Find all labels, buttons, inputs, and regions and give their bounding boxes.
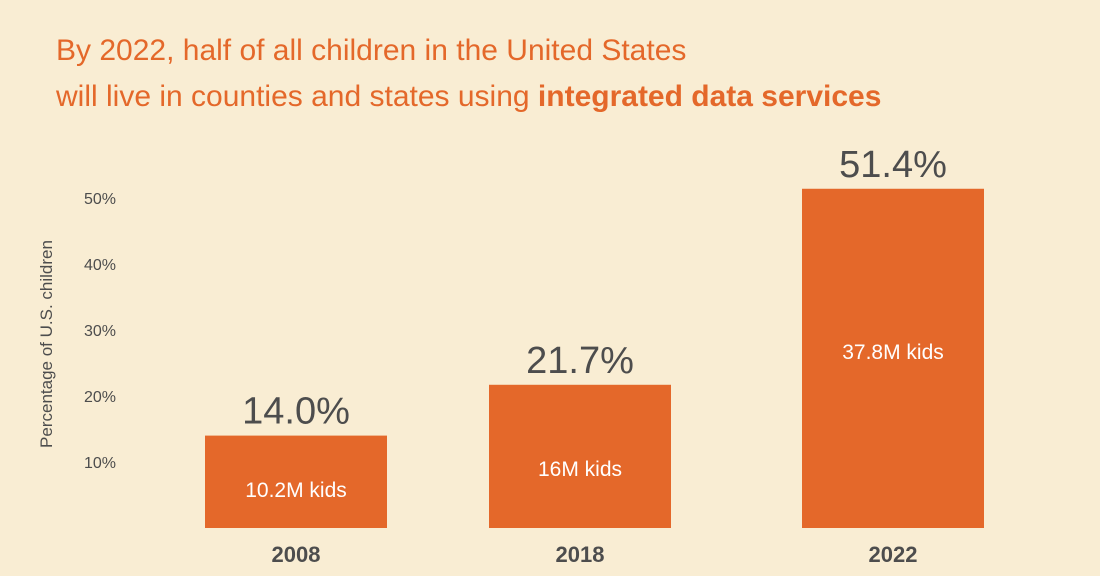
bar-inner-label: 37.8M kids <box>842 341 944 364</box>
bar-inner-label: 10.2M kids <box>245 479 347 502</box>
bar-2018 <box>489 384 671 528</box>
bar-value-label: 51.4% <box>839 144 947 186</box>
bar-value-label: 14.0% <box>242 391 350 433</box>
title-line-2-prefix: will live in counties and states using <box>56 80 538 113</box>
x-category-label: 2022 <box>869 542 918 567</box>
bars-group: 14.0% 10.2M kids 2008 21.7% 16M kids 2018 51.4… <box>205 144 984 567</box>
y-tick-label: 50% <box>84 191 116 208</box>
bar-inner-label: 16M kids <box>538 458 622 481</box>
y-tick-label: 10% <box>84 455 116 472</box>
y-tick-label: 30% <box>84 323 116 340</box>
bar-2008 <box>205 435 387 528</box>
y-axis-ticks: 10% 20% 30% 40% 50% <box>84 191 116 472</box>
x-category-label: 2008 <box>272 542 321 567</box>
title-line-2-bold: integrated data services <box>537 80 882 113</box>
y-tick-label: 20% <box>84 389 116 406</box>
title-line-1: By 2022, half of all children in the Uni… <box>56 34 687 67</box>
chart-title: By 2022, half of all children in the Uni… <box>56 28 1076 120</box>
bar-value-label: 21.7% <box>526 340 634 382</box>
title-line-2: will live in counties and states using i… <box>56 74 1076 120</box>
bar-2022 <box>802 188 984 528</box>
y-axis-label: Percentage of U.S. children <box>37 240 56 448</box>
x-category-label: 2018 <box>556 542 605 567</box>
y-tick-label: 40% <box>84 257 116 274</box>
y-axis-label-group: Percentage of U.S. children <box>37 240 56 448</box>
